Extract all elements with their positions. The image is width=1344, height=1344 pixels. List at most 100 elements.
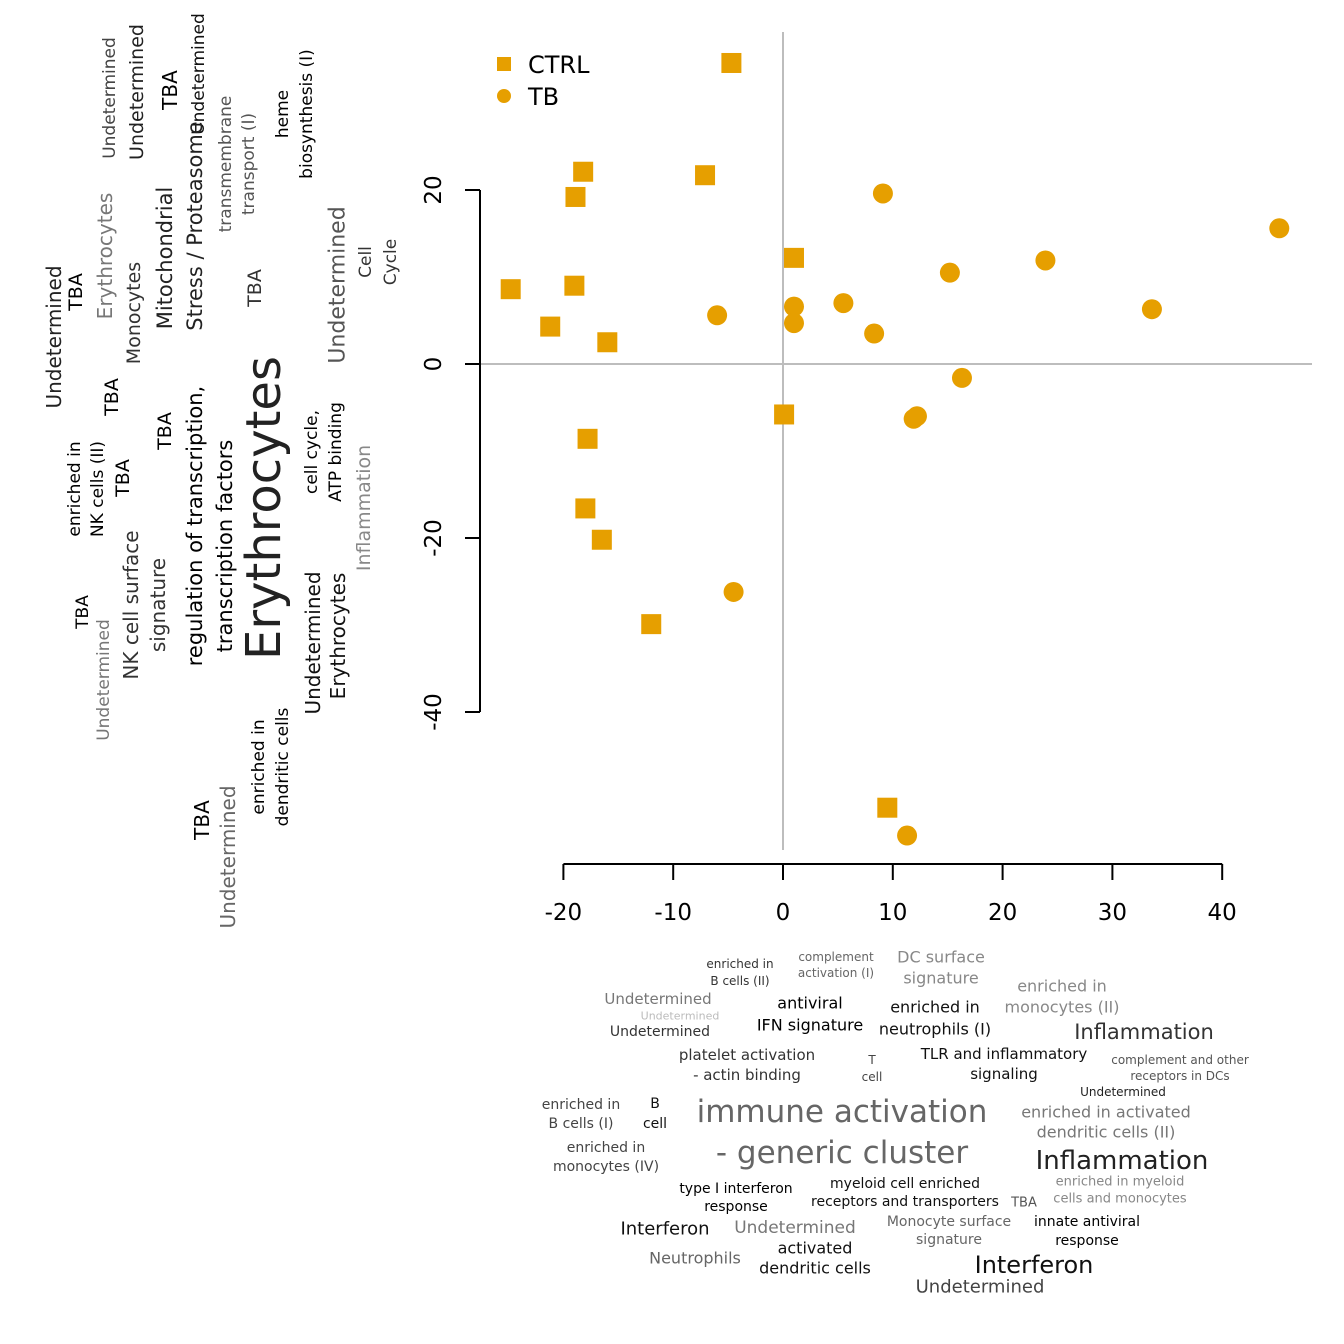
wordcloud-label: Erythrocytes xyxy=(326,573,350,700)
wordcloud-label: heme xyxy=(273,90,293,138)
wordcloud-label: monocytes (II) xyxy=(1004,998,1119,1017)
wordcloud-label: TBA xyxy=(73,595,93,630)
data-points xyxy=(500,52,1290,846)
legend: CTRL TB xyxy=(497,51,590,111)
wordcloud-label: cell cycle, xyxy=(302,410,322,494)
wordcloud-label: Undetermined xyxy=(610,1024,710,1040)
wordcloud-label: Stress / Proteasome xyxy=(183,121,207,330)
x-tick-label: 40 xyxy=(1208,900,1237,926)
wordcloud-label: Undetermined xyxy=(100,37,120,159)
wordcloud-label: Undetermined xyxy=(301,571,325,714)
y-tick-label: -40 xyxy=(421,693,447,731)
wordcloud-label: enriched in xyxy=(567,1140,645,1156)
wordcloud-label: enriched in xyxy=(706,957,773,971)
wordcloud-label: TBA xyxy=(244,269,266,308)
wordcloud-label: T xyxy=(867,1053,876,1067)
wordcloud-label: enriched in xyxy=(890,998,980,1017)
y-tick-label: -20 xyxy=(421,519,447,557)
wordcloud-label: Monocytes xyxy=(123,262,145,364)
wordcloud-label: TBA xyxy=(65,273,87,312)
wordcloud-label: cells and monocytes xyxy=(1053,1192,1187,1207)
wordcloud-label: innate antiviral xyxy=(1034,1214,1140,1230)
point-tb xyxy=(903,408,924,429)
point-ctrl xyxy=(575,498,596,519)
point-tb xyxy=(951,367,972,388)
point-tb xyxy=(897,825,918,846)
wordcloud-label: enriched in xyxy=(65,441,85,536)
wordcloud-label: dendritic cells xyxy=(273,707,293,826)
wordcloud-label: Interferon xyxy=(975,1251,1094,1279)
wordcloud-label: Inflammation xyxy=(353,445,375,571)
wordcloud-label: enriched in xyxy=(542,1097,620,1113)
wordcloud-label: enriched in myeloid xyxy=(1056,1175,1185,1190)
y-axis: 20 0 -20 -40 xyxy=(421,175,481,731)
wordcloud-label: Undetermined xyxy=(734,1218,856,1238)
wordcloud-label: B cells (I) xyxy=(549,1116,614,1132)
point-ctrl xyxy=(540,316,561,337)
x-tick-label: 30 xyxy=(1098,900,1127,926)
point-tb xyxy=(1035,250,1056,271)
point-tb xyxy=(864,323,885,344)
point-ctrl xyxy=(695,165,716,186)
wordcloud-label: signature xyxy=(146,558,170,652)
wordcloud-label: biosynthesis (I) xyxy=(297,49,317,179)
wordcloud-label: antiviral xyxy=(777,994,842,1013)
point-ctrl xyxy=(597,332,618,353)
wordcloud-label: NK cell surface xyxy=(119,530,143,679)
wordcloud-label: complement and other xyxy=(1111,1053,1249,1067)
x-tick-label: -10 xyxy=(654,900,692,926)
wordcloud-label: Cycle xyxy=(381,239,401,285)
wordcloud-label: B cells (II) xyxy=(710,974,769,988)
point-tb xyxy=(939,262,960,283)
point-ctrl xyxy=(565,186,586,207)
wordcloud-label: Undetermined xyxy=(42,265,66,408)
point-ctrl xyxy=(500,279,521,300)
point-ctrl xyxy=(564,275,585,296)
wordcloud-label: regulation of transcription, xyxy=(183,386,207,667)
wordcloud-label: myeloid cell enriched xyxy=(830,1176,980,1192)
y-tick-label: 0 xyxy=(421,357,447,372)
wordcloud-label: Undetermined xyxy=(641,1010,720,1023)
wordcloud-label: cell xyxy=(643,1116,667,1132)
point-tb xyxy=(707,305,728,326)
x-tick-label: 0 xyxy=(776,900,791,926)
wordcloud-label: DC surface xyxy=(897,948,985,967)
wordcloud-label: receptors and transporters xyxy=(811,1194,999,1210)
wordcloud-label: enriched in xyxy=(249,719,269,814)
wordcloud-label: neutrophils (I) xyxy=(879,1020,991,1039)
wordcloud-label: transmembrane xyxy=(216,96,236,233)
wordcloud-label: Cell xyxy=(356,246,376,278)
wordcloud-label: receptors in DCs xyxy=(1130,1069,1229,1083)
wordcloud-label: activated xyxy=(778,1239,853,1258)
wordcloud-label: - actin binding xyxy=(693,1066,801,1084)
wordcloud-label: monocytes (IV) xyxy=(553,1159,659,1175)
wordcloud-label: Undetermined xyxy=(189,13,209,135)
point-tb xyxy=(723,581,744,602)
wordcloud-label: Interferon xyxy=(620,1219,709,1240)
point-ctrl xyxy=(774,404,795,425)
wordcloud-label: TLR and inflammatory xyxy=(920,1045,1088,1063)
wordcloud-label: TBA xyxy=(112,459,134,498)
wordcloud-label: type I interferon xyxy=(679,1181,792,1197)
wordcloud-label: activation (I) xyxy=(798,966,874,980)
wordcloud-label: TBA xyxy=(154,412,176,451)
wordcloud-label: transport (I) xyxy=(239,113,259,215)
wordcloud-label: platelet activation xyxy=(679,1046,815,1064)
wordcloud-label: signaling xyxy=(970,1065,1038,1083)
legend-marker-tb xyxy=(497,89,511,103)
wordcloud-label: Undetermined xyxy=(126,24,148,160)
point-tb xyxy=(872,183,893,204)
wordcloud-label: Erythrocytes xyxy=(93,193,117,320)
x-tick-label: 20 xyxy=(988,900,1017,926)
x-axis: -20 -10 0 10 20 30 40 xyxy=(545,863,1237,926)
wordcloud-label: immune activation xyxy=(697,1094,988,1130)
wordcloud-label: enriched in xyxy=(1017,977,1107,996)
wordcloud-label: dendritic cells (II) xyxy=(1037,1123,1176,1142)
wordcloud-label: dendritic cells xyxy=(759,1259,871,1278)
wordcloud-label: Undetermined xyxy=(604,990,711,1008)
wordcloud-label: Neutrophils xyxy=(649,1249,741,1268)
point-ctrl xyxy=(721,52,742,73)
y-tick-label: 20 xyxy=(421,175,447,204)
wordcloud-label: response xyxy=(704,1199,768,1215)
